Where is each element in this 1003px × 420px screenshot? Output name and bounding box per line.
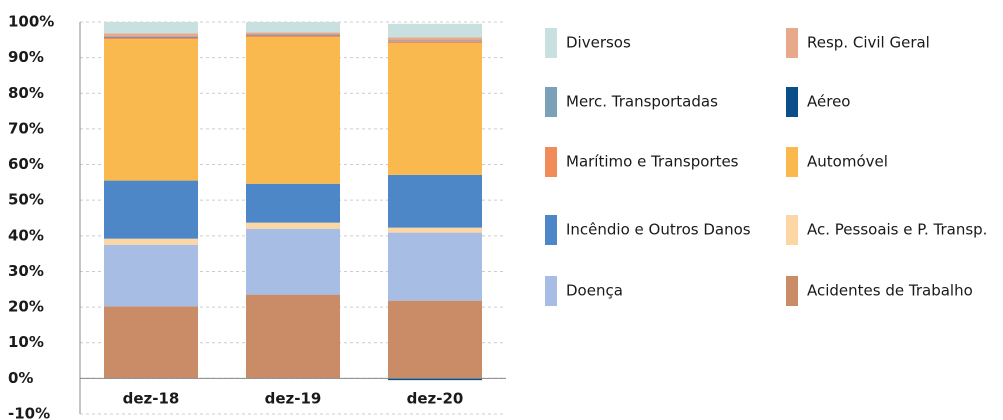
bar-segment	[246, 34, 340, 36]
bar-segment	[104, 36, 198, 37]
bar-segment	[246, 22, 340, 33]
bar-segment	[104, 244, 198, 307]
bar-segment	[246, 183, 340, 223]
y-tick-label: 0%	[8, 369, 33, 387]
legend-swatch	[786, 87, 798, 117]
y-tick-label: 60%	[8, 155, 44, 173]
x-tick-label: dez-19	[265, 390, 322, 408]
y-tick-label: 40%	[8, 226, 44, 244]
bar-segment	[388, 23, 482, 38]
bar-segment	[388, 40, 482, 42]
bar-segment	[246, 294, 340, 379]
bar-segment	[388, 174, 482, 228]
legend-label: Merc. Transportadas	[566, 93, 718, 111]
bar-segment	[104, 39, 198, 181]
legend-label: Doença	[566, 282, 623, 300]
y-tick-label: 30%	[8, 262, 44, 280]
bar-segment	[246, 32, 340, 35]
bar-segment	[388, 227, 482, 233]
y-tick-label: 100%	[8, 13, 54, 31]
legend-label: Aéreo	[807, 93, 850, 111]
bar-segment	[388, 300, 482, 379]
legend-label: Automóvel	[807, 153, 888, 171]
bar-segment	[246, 35, 340, 37]
legend-swatch	[545, 215, 557, 245]
legend-swatch	[786, 28, 798, 58]
legend-label: Acidentes de Trabalho	[807, 282, 973, 300]
bar-segment	[104, 37, 198, 40]
legend-swatch	[545, 87, 557, 117]
bar-segment	[104, 238, 198, 245]
bar-segment	[246, 36, 340, 184]
y-tick-label: 50%	[8, 191, 44, 209]
bar-segment	[104, 22, 198, 34]
x-tick-label: dez-20	[407, 390, 464, 408]
y-tick-label: 70%	[8, 119, 44, 137]
bar-segment	[246, 222, 340, 229]
y-tick-label: 80%	[8, 84, 44, 102]
bar-segment	[246, 228, 340, 295]
legend-swatch	[545, 28, 557, 58]
legend-swatch	[786, 147, 798, 177]
bar-segment	[104, 33, 198, 37]
legend-label: Resp. Civil Geral	[807, 34, 930, 52]
legend-swatch	[545, 276, 557, 306]
legend-swatch	[786, 215, 798, 245]
legend-swatch	[545, 147, 557, 177]
y-tick-label: 20%	[8, 298, 44, 316]
x-tick-label: dez-18	[123, 390, 180, 408]
bar-segment	[388, 43, 482, 175]
y-tick-label: -10%	[8, 405, 50, 420]
bar-segment	[104, 306, 198, 379]
y-tick-label: 10%	[8, 333, 44, 351]
legend-label: Diversos	[566, 34, 631, 52]
bar-segment	[388, 41, 482, 44]
bar-segment	[388, 232, 482, 301]
bar-segment	[388, 37, 482, 41]
bar-segment	[104, 180, 198, 239]
bar-segment	[388, 378, 482, 381]
legend-label: Incêndio e Outros Danos	[566, 221, 751, 239]
legend-label: Ac. Pessoais e P. Transp.	[807, 221, 987, 239]
legend-swatch	[786, 276, 798, 306]
y-tick-label: 90%	[8, 48, 44, 66]
legend-label: Marítimo e Transportes	[566, 153, 739, 171]
